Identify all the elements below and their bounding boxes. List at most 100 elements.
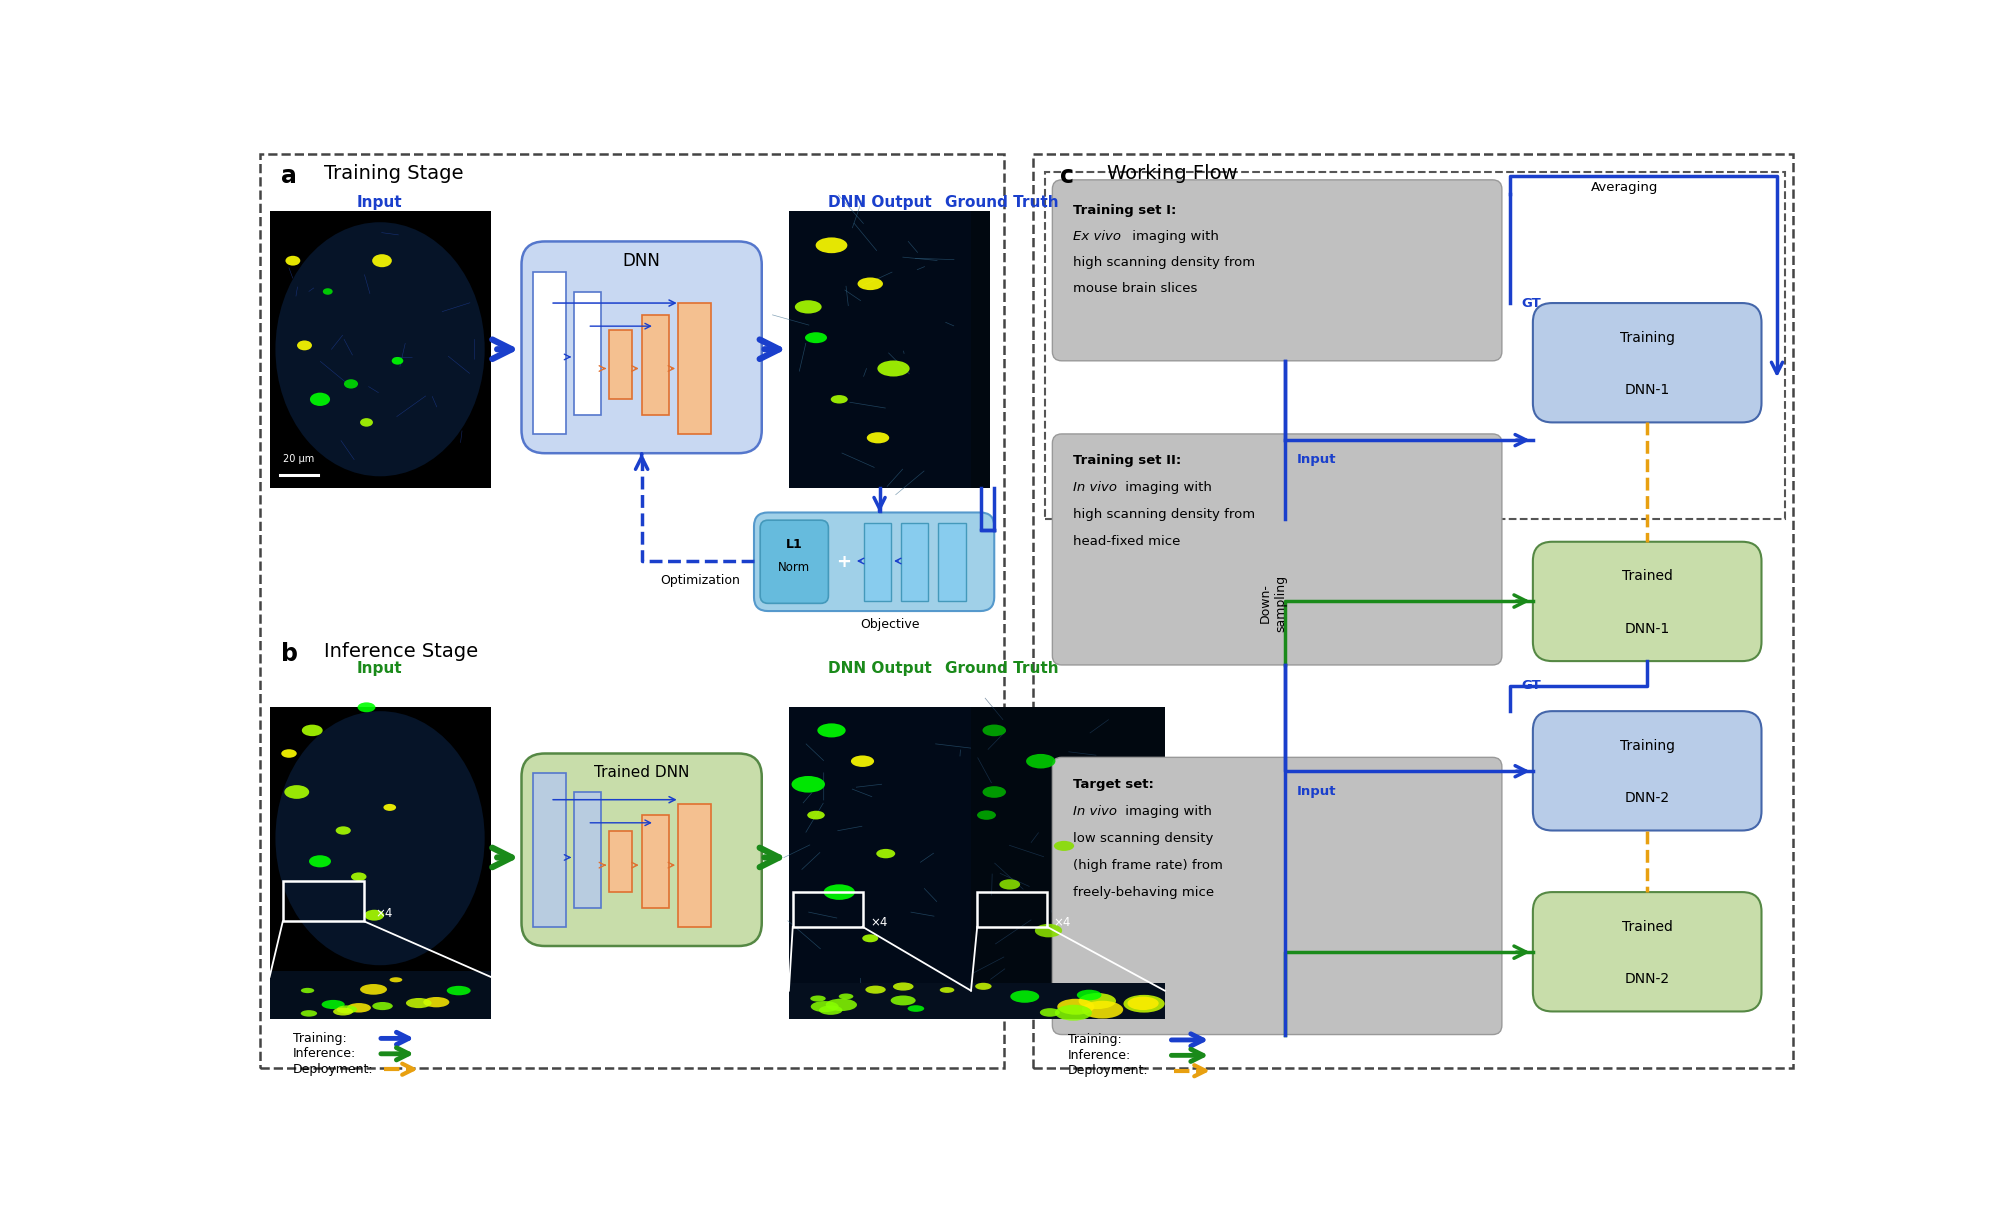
Text: Deployment:: Deployment:	[1067, 1065, 1149, 1077]
Ellipse shape	[839, 993, 853, 999]
Ellipse shape	[358, 702, 376, 713]
Text: ×4: ×4	[376, 908, 392, 920]
Ellipse shape	[1027, 754, 1055, 768]
Text: ×4: ×4	[1053, 916, 1071, 929]
Text: imaging with: imaging with	[1129, 230, 1219, 242]
Text: Trained: Trained	[1622, 570, 1672, 583]
Ellipse shape	[384, 803, 396, 811]
Ellipse shape	[276, 223, 484, 477]
Ellipse shape	[446, 986, 470, 996]
Ellipse shape	[360, 984, 386, 995]
Text: Inference:: Inference:	[292, 1048, 356, 1060]
FancyBboxPatch shape	[521, 242, 761, 454]
Text: freely-behaving mice: freely-behaving mice	[1073, 886, 1215, 899]
Ellipse shape	[350, 872, 366, 881]
Bar	[282, 881, 364, 921]
Bar	[270, 708, 490, 1019]
Ellipse shape	[284, 785, 308, 799]
Text: mouse brain slices: mouse brain slices	[1073, 282, 1197, 295]
Bar	[679, 302, 711, 434]
Text: low scanning density: low scanning density	[1073, 831, 1213, 845]
Ellipse shape	[364, 910, 384, 921]
Text: Down-
sampling: Down- sampling	[1259, 575, 1287, 632]
Bar	[270, 211, 490, 488]
FancyBboxPatch shape	[1053, 180, 1502, 361]
Ellipse shape	[805, 333, 827, 344]
Ellipse shape	[332, 1008, 352, 1015]
Ellipse shape	[811, 996, 825, 1002]
Text: In vivo: In vivo	[1073, 482, 1117, 495]
Ellipse shape	[302, 725, 322, 736]
Ellipse shape	[863, 934, 879, 943]
Text: Training set I:: Training set I:	[1073, 204, 1177, 217]
Ellipse shape	[825, 998, 857, 1012]
FancyBboxPatch shape	[1534, 711, 1762, 830]
Bar	[260, 155, 1003, 1067]
Bar	[977, 892, 1047, 927]
Text: Input: Input	[1297, 453, 1335, 466]
Text: c: c	[1061, 165, 1075, 189]
FancyBboxPatch shape	[1534, 302, 1762, 422]
Text: +: +	[835, 553, 851, 571]
Text: high scanning density from: high scanning density from	[1073, 255, 1255, 269]
Bar	[575, 292, 601, 415]
Ellipse shape	[1039, 1008, 1059, 1016]
Ellipse shape	[1035, 923, 1063, 938]
Text: Inference:: Inference:	[1067, 1049, 1131, 1062]
FancyBboxPatch shape	[1053, 757, 1502, 1035]
FancyBboxPatch shape	[1534, 892, 1762, 1012]
Text: Working Flow: Working Flow	[1107, 165, 1237, 184]
Ellipse shape	[392, 357, 402, 364]
Text: high scanning density from: high scanning density from	[1073, 508, 1255, 522]
Bar	[641, 315, 669, 415]
Text: Training Stage: Training Stage	[324, 165, 462, 184]
Ellipse shape	[346, 1003, 370, 1013]
Bar	[679, 803, 711, 927]
Ellipse shape	[983, 725, 1007, 736]
Ellipse shape	[300, 987, 314, 993]
Bar	[789, 708, 971, 1019]
Ellipse shape	[877, 849, 895, 858]
Text: Input: Input	[356, 662, 402, 676]
Ellipse shape	[795, 300, 821, 313]
FancyBboxPatch shape	[755, 513, 995, 611]
Bar	[971, 708, 1165, 1019]
Ellipse shape	[336, 1006, 356, 1014]
Ellipse shape	[975, 983, 991, 990]
Ellipse shape	[1057, 998, 1095, 1015]
Text: In vivo: In vivo	[1073, 805, 1117, 818]
Ellipse shape	[1077, 990, 1101, 1001]
Text: Trained DNN: Trained DNN	[595, 765, 689, 780]
Text: Training:: Training:	[1067, 1033, 1121, 1047]
Ellipse shape	[344, 379, 358, 388]
Bar	[971, 983, 1165, 1019]
Bar	[901, 523, 929, 601]
Ellipse shape	[422, 997, 448, 1008]
FancyBboxPatch shape	[761, 520, 829, 604]
Bar	[1045, 172, 1784, 519]
Ellipse shape	[280, 749, 296, 757]
Ellipse shape	[939, 987, 955, 993]
Ellipse shape	[360, 419, 372, 427]
Ellipse shape	[336, 826, 350, 835]
Text: Target set:: Target set:	[1073, 778, 1155, 791]
Ellipse shape	[308, 855, 330, 868]
Text: DNN-1: DNN-1	[1624, 384, 1670, 397]
FancyBboxPatch shape	[1053, 434, 1502, 666]
Ellipse shape	[893, 983, 913, 991]
Text: Input: Input	[1297, 785, 1335, 799]
Text: GT: GT	[1522, 679, 1542, 692]
Text: Optimization: Optimization	[661, 574, 739, 587]
Ellipse shape	[891, 996, 915, 1006]
Ellipse shape	[1011, 990, 1039, 1003]
Ellipse shape	[815, 237, 847, 253]
Ellipse shape	[276, 711, 484, 966]
Bar	[793, 892, 863, 927]
Ellipse shape	[286, 255, 300, 266]
Bar	[533, 773, 567, 927]
Bar	[939, 523, 965, 601]
Text: (high frame rate) from: (high frame rate) from	[1073, 859, 1223, 871]
Bar	[865, 523, 891, 601]
Ellipse shape	[977, 811, 995, 820]
Text: GT: GT	[1522, 296, 1542, 310]
